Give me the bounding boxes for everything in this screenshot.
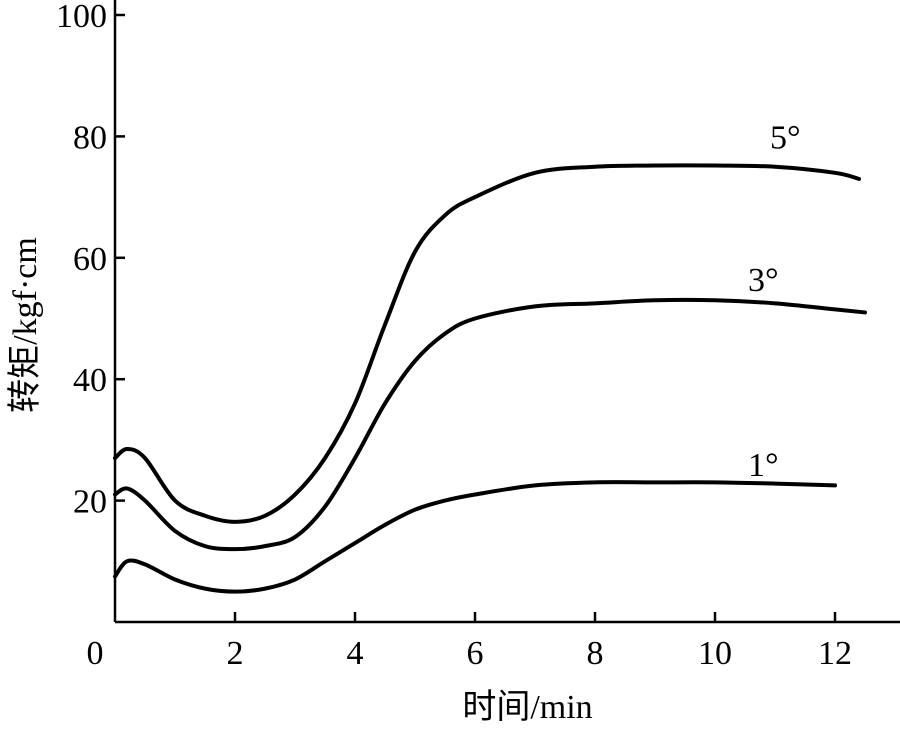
- origin-tick-label: 0: [87, 635, 104, 672]
- x-tick-label: 4: [347, 635, 364, 672]
- y-tick-label: 80: [73, 119, 107, 156]
- series-label: 5°: [770, 119, 801, 156]
- series-label: 1°: [748, 447, 779, 484]
- axes: [113, 0, 900, 624]
- x-tick-label: 2: [227, 635, 244, 672]
- series-label: 3°: [748, 262, 779, 299]
- series-group: 5° 3° 1°: [113, 119, 867, 594]
- x-tick-label: 12: [818, 635, 852, 672]
- y-tick-label: 60: [73, 241, 107, 278]
- x-axis-title: 时间/min: [462, 689, 592, 726]
- y-tick-label: 100: [56, 0, 107, 35]
- series-line-3: [113, 480, 837, 594]
- y-tick-label: 20: [73, 484, 107, 521]
- x-tick-label: 8: [587, 635, 604, 672]
- x-tick-label: 6: [467, 635, 484, 672]
- series-line-1: [113, 163, 861, 524]
- y-tick-label: 40: [73, 362, 107, 399]
- ticks: 2 4 6 8 10 12 20 40 60 80 100: [56, 0, 852, 672]
- y-axis-title: 转矩/kgf·cm: [6, 237, 44, 413]
- x-tick-label: 10: [698, 635, 732, 672]
- series-line-2: [113, 297, 867, 552]
